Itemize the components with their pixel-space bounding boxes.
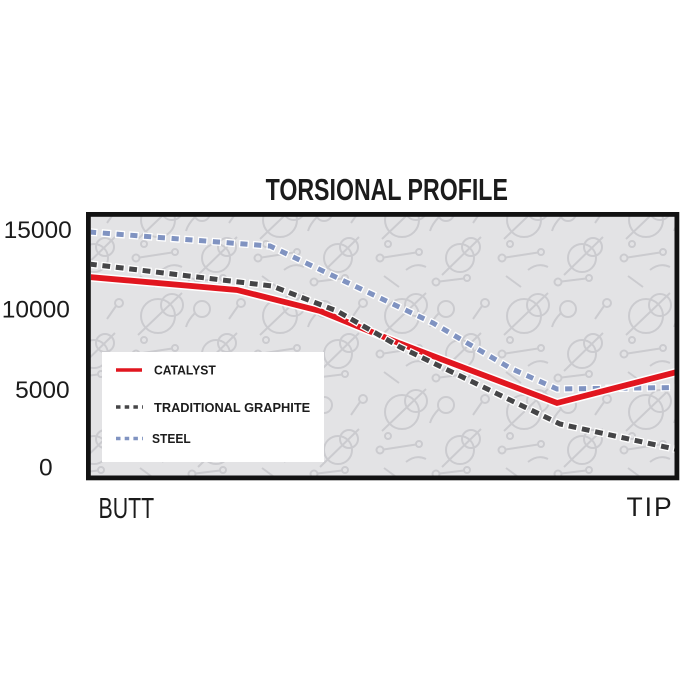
- svg-text:TRADITIONAL GRAPHITE: TRADITIONAL GRAPHITE: [154, 400, 311, 415]
- svg-text:0: 0: [39, 455, 53, 482]
- svg-text:5000: 5000: [15, 377, 70, 404]
- svg-text:15000: 15000: [4, 217, 72, 244]
- svg-text:BUTT: BUTT: [99, 493, 155, 525]
- svg-text:10000: 10000: [2, 296, 70, 323]
- svg-text:STEEL: STEEL: [152, 431, 191, 446]
- svg-text:TORSIONAL PROFILE: TORSIONAL PROFILE: [266, 172, 508, 207]
- svg-text:TIP: TIP: [627, 492, 674, 522]
- svg-text:CATALYST: CATALYST: [154, 363, 216, 378]
